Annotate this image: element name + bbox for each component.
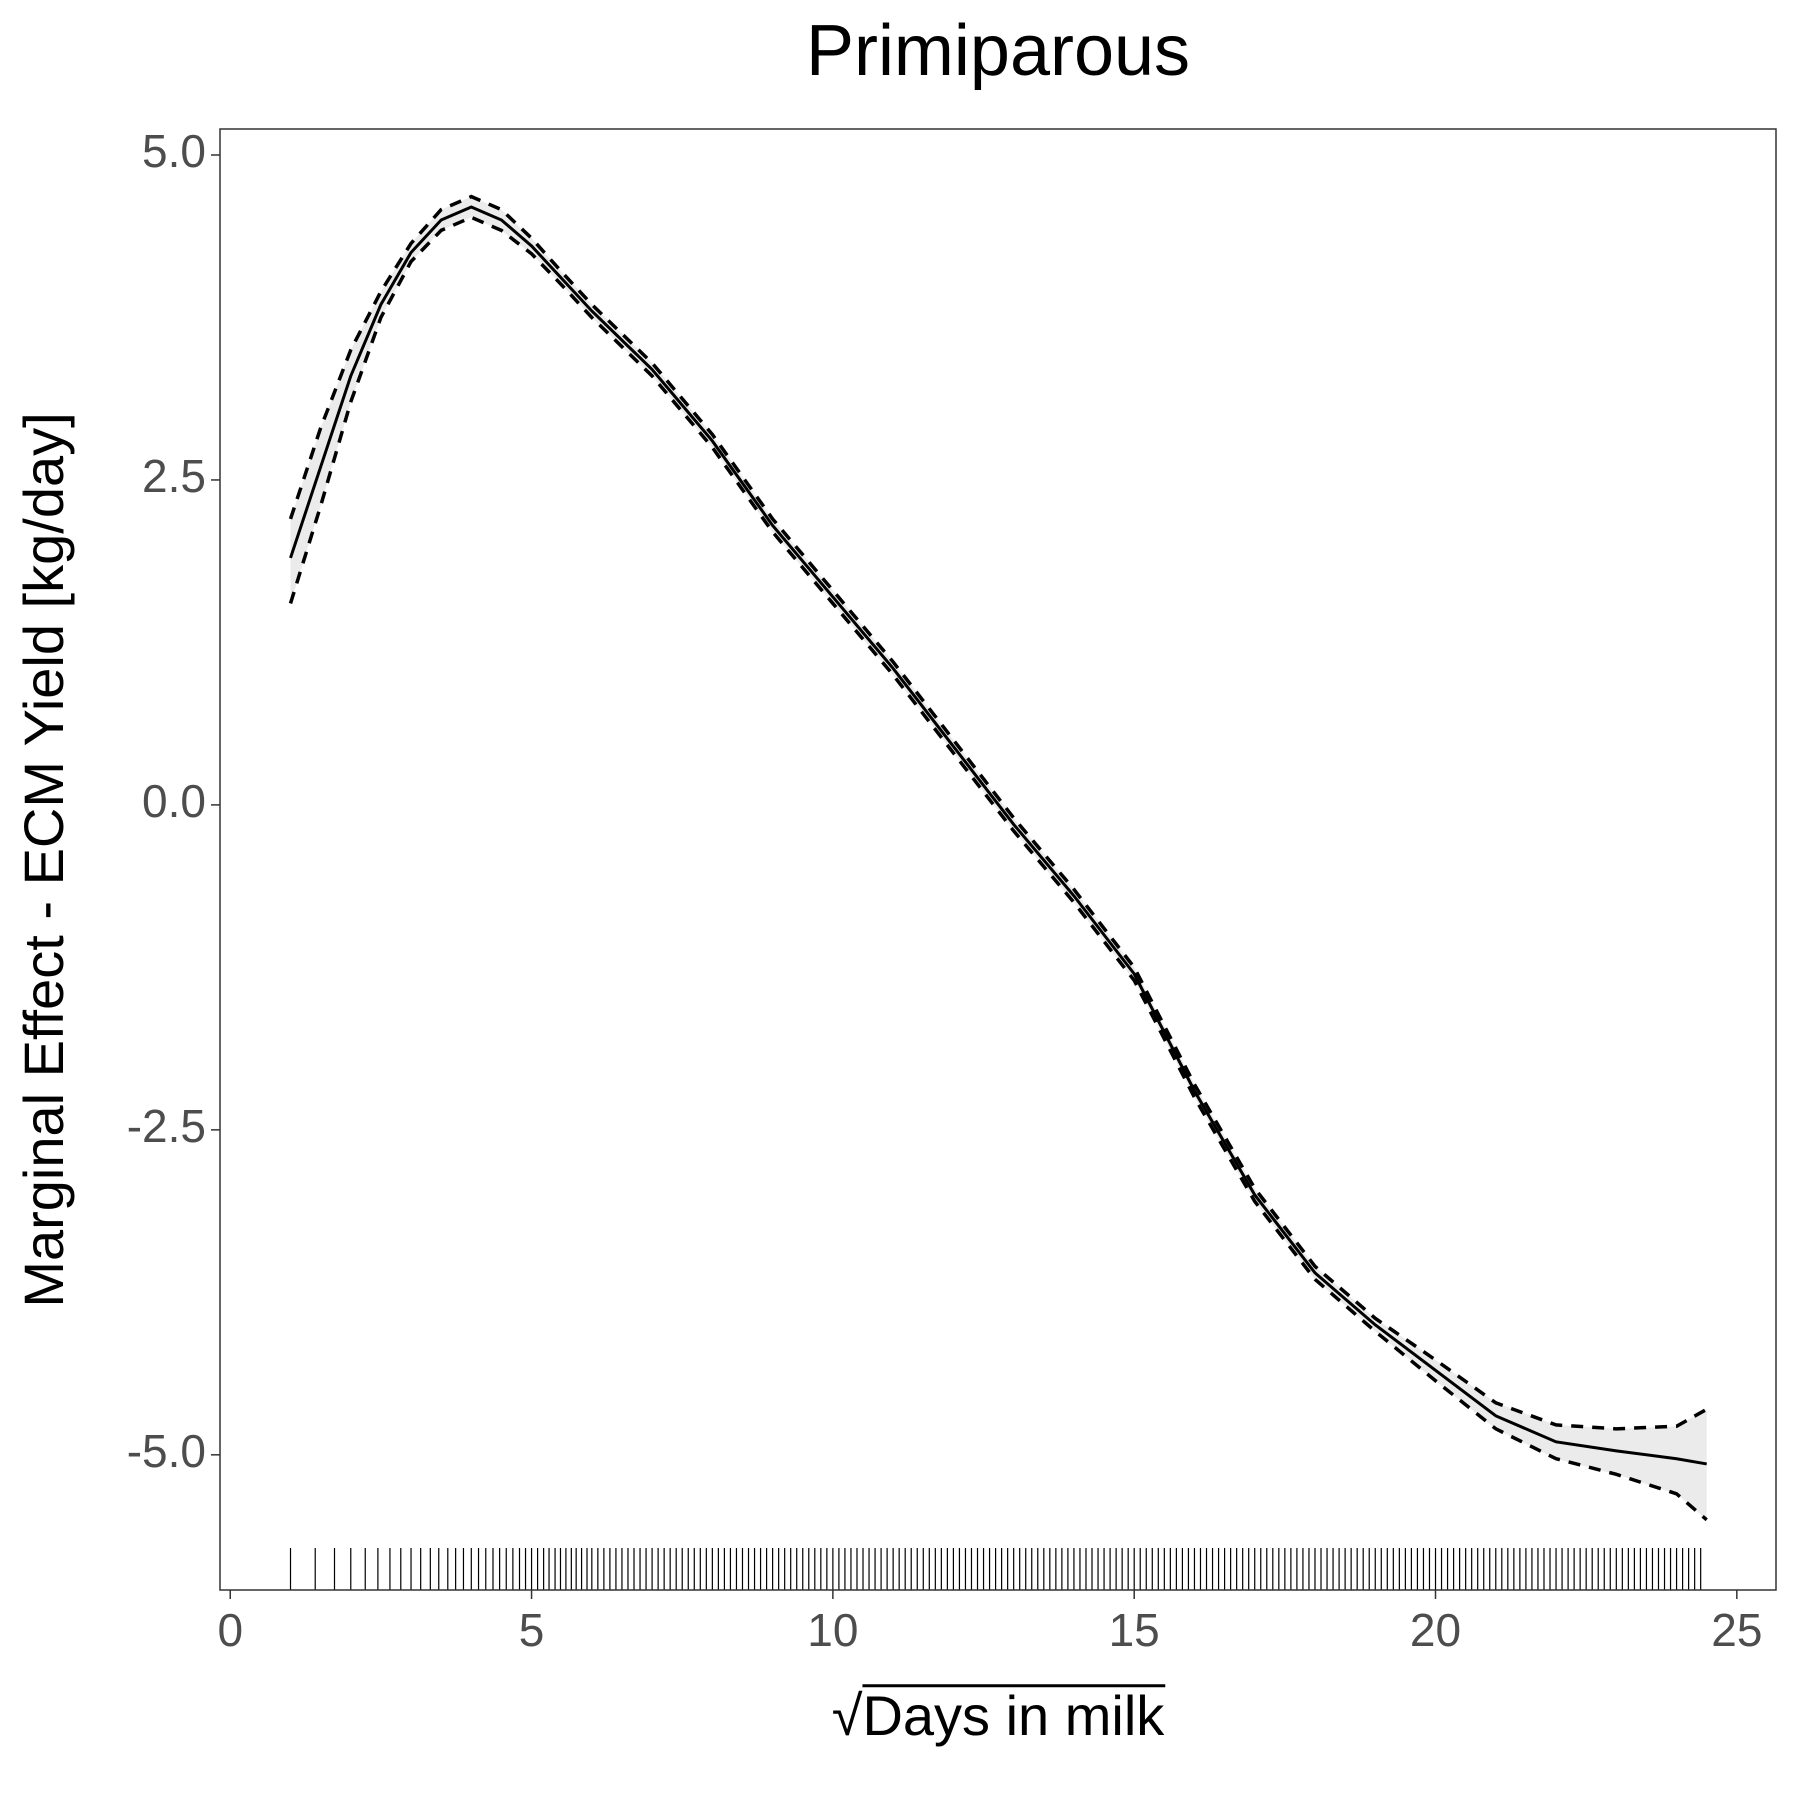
y-tick-label: -2.5 (127, 1100, 206, 1152)
x-tick-label: 25 (1711, 1604, 1762, 1656)
x-tick-label: 15 (1109, 1604, 1160, 1656)
fit-line (289, 205, 1707, 1466)
plot-border (219, 128, 1777, 1591)
y-tick-label: 5.0 (142, 125, 206, 177)
x-tick-label: 10 (807, 1604, 858, 1656)
y-axis-label: Marginal Effect - ECM Yield [kg/day] (12, 412, 75, 1307)
confidence-line (288, 194, 1708, 1431)
x-axis-label: √Days in milk (832, 1684, 1166, 1747)
y-tick-label: 0.0 (142, 775, 206, 827)
x-tick-label: 5 (519, 1604, 545, 1656)
x-tick-label: 0 (217, 1604, 243, 1656)
confidence-line (288, 215, 1708, 1522)
x-tick-label: 20 (1410, 1604, 1461, 1656)
chart-title: Primiparous (806, 11, 1190, 91)
y-tick-label: -5.0 (127, 1425, 206, 1477)
y-tick-label: 2.5 (142, 450, 206, 502)
